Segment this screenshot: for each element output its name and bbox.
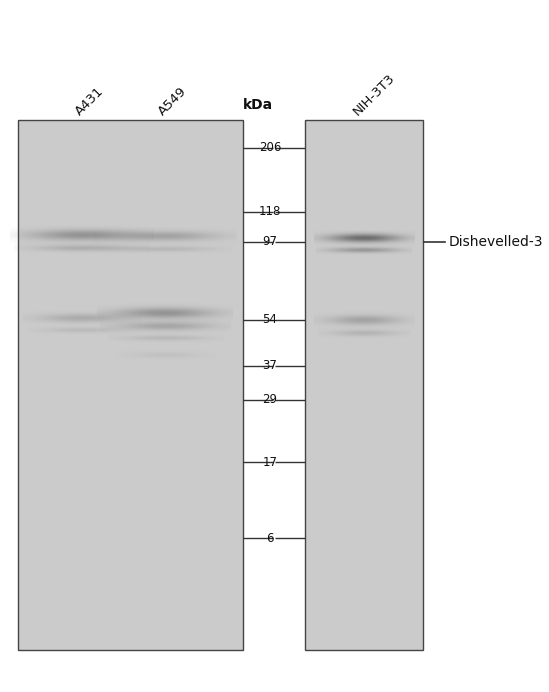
Text: 206: 206 [259, 141, 281, 154]
Text: 97: 97 [262, 235, 277, 248]
Text: 17: 17 [262, 455, 277, 468]
Text: Dishevelled-3: Dishevelled-3 [449, 235, 544, 249]
Text: 54: 54 [262, 313, 277, 327]
Text: A431: A431 [73, 84, 107, 118]
Text: 37: 37 [262, 360, 277, 372]
Bar [18, 120, 243, 650]
Bar [305, 120, 423, 650]
Text: kDa: kDa [243, 98, 273, 112]
Text: 29: 29 [262, 394, 277, 406]
Text: A549: A549 [156, 84, 189, 118]
Text: NIH-3T3: NIH-3T3 [351, 71, 397, 118]
Text: 6: 6 [266, 531, 274, 545]
Text: 118: 118 [259, 206, 281, 219]
